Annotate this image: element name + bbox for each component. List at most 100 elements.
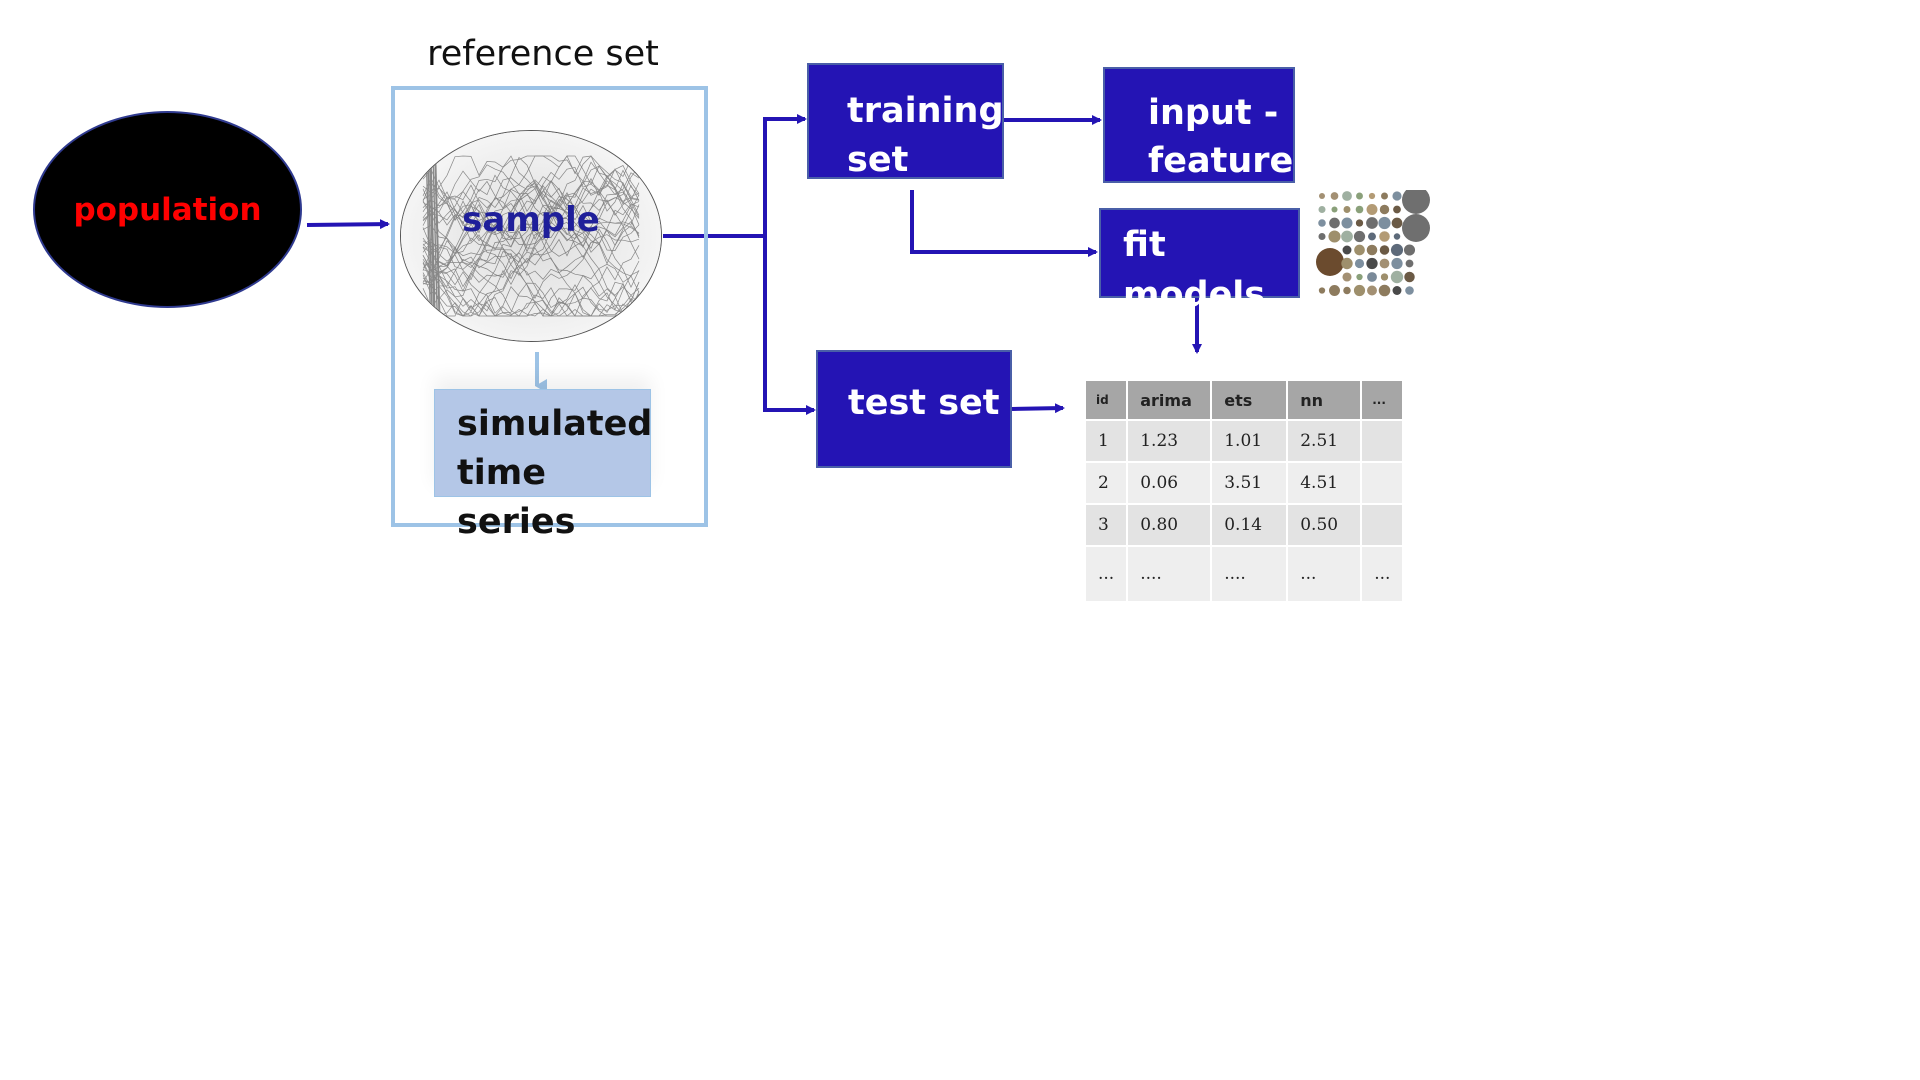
model-bubble xyxy=(1341,257,1353,270)
cell-ets: 0.14 xyxy=(1211,504,1289,547)
model-bubble xyxy=(1343,286,1351,295)
model-bubble xyxy=(1378,284,1391,297)
model-bubble xyxy=(1390,270,1404,284)
header-arima: arima xyxy=(1127,381,1213,421)
cell-arima: 0.80 xyxy=(1127,504,1213,547)
cell-arima: 1.23 xyxy=(1127,420,1213,463)
series-line xyxy=(422,202,640,317)
model-bubble xyxy=(1368,192,1376,200)
series-line xyxy=(422,177,640,240)
header-ets: ets xyxy=(1211,381,1289,421)
model-bubble xyxy=(1402,190,1430,214)
model-bubble xyxy=(1402,214,1430,242)
series-line xyxy=(422,184,640,276)
series-line xyxy=(422,155,640,272)
results-header-row: id arima ets nn ... xyxy=(1086,381,1405,421)
series-line xyxy=(435,160,441,317)
model-bubble xyxy=(1391,257,1403,270)
header-nn: nn xyxy=(1287,381,1363,421)
series-line xyxy=(422,177,640,234)
series-line xyxy=(422,245,640,317)
series-line xyxy=(422,180,640,300)
series-line xyxy=(422,201,640,317)
reference-set-box xyxy=(391,86,708,527)
model-bubble xyxy=(1391,217,1403,229)
arrow-training-to-fit xyxy=(910,190,1098,257)
model-bubble xyxy=(1393,233,1401,240)
simulated-label-line1: simulated xyxy=(457,404,653,444)
reference-set-title: reference set xyxy=(427,34,659,74)
header-more: ... xyxy=(1361,381,1405,421)
cell-id: ... xyxy=(1086,546,1129,603)
series-line xyxy=(422,156,640,279)
simulated-time-series-node: simulated time series xyxy=(434,389,653,542)
model-bubble xyxy=(1379,245,1390,255)
cell-more xyxy=(1361,420,1405,463)
model-bubble xyxy=(1378,216,1391,230)
cell-nn: 0.50 xyxy=(1287,504,1363,547)
cell-nn: 2.51 xyxy=(1287,420,1363,463)
cell-more xyxy=(1361,504,1405,547)
model-bubble xyxy=(1405,259,1414,268)
training-set-node: training set xyxy=(807,63,1004,180)
cell-ets: 3.51 xyxy=(1211,462,1289,505)
model-bubble xyxy=(1318,205,1326,214)
model-bubble xyxy=(1367,272,1377,282)
model-bubble xyxy=(1355,205,1364,214)
model-bubble xyxy=(1379,231,1390,242)
time-series-scribble-image xyxy=(401,131,661,341)
header-id: id xyxy=(1086,381,1129,421)
model-bubble xyxy=(1318,232,1326,241)
series-line xyxy=(425,160,432,317)
model-bubble xyxy=(1403,244,1416,256)
series-line xyxy=(422,204,640,255)
series-line xyxy=(422,155,640,218)
fit-models-label: fit models xyxy=(1123,225,1266,315)
model-bubble xyxy=(1329,285,1340,296)
series-line xyxy=(422,170,640,296)
model-bubble xyxy=(1404,271,1415,283)
model-bubble xyxy=(1393,205,1401,214)
series-line xyxy=(429,160,435,317)
cell-id: 2 xyxy=(1086,462,1129,505)
series-line xyxy=(422,168,640,288)
model-bubble xyxy=(1405,286,1414,295)
model-bubble xyxy=(1390,243,1404,257)
model-bubble xyxy=(1392,286,1402,295)
cell-more xyxy=(1361,462,1405,505)
fit-models-node: fit models xyxy=(1099,208,1300,315)
model-bubble xyxy=(1318,219,1326,227)
model-bubble xyxy=(1366,217,1378,229)
cell-nn: ... xyxy=(1287,546,1363,603)
model-bubble xyxy=(1342,191,1352,201)
model-bubble xyxy=(1380,273,1389,281)
table-row: 2 0.06 3.51 4.51 xyxy=(1086,462,1405,505)
cell-ets: .... xyxy=(1211,546,1289,603)
cell-nn: 4.51 xyxy=(1287,462,1363,505)
sample-node xyxy=(400,130,662,342)
model-bubble xyxy=(1318,287,1326,294)
model-bubble xyxy=(1331,206,1338,213)
simulated-label-line2: time series xyxy=(457,453,576,542)
model-bubble xyxy=(1328,230,1341,243)
model-bubble xyxy=(1354,258,1365,269)
series-line xyxy=(422,246,640,317)
series-line xyxy=(422,274,640,317)
model-bubble xyxy=(1355,219,1364,227)
arrow-test-to-table xyxy=(1011,403,1065,414)
series-line xyxy=(422,164,640,265)
population-node: population xyxy=(33,111,302,308)
model-bubble xyxy=(1342,245,1352,255)
series-line xyxy=(427,160,433,317)
model-bubble xyxy=(1341,217,1353,229)
model-bubble xyxy=(1356,273,1363,281)
training-label-line1: training xyxy=(847,91,1004,131)
cell-ets: 1.01 xyxy=(1211,420,1289,463)
model-bubble xyxy=(1354,244,1365,256)
training-label-line2: set xyxy=(847,140,909,180)
model-bubble xyxy=(1379,204,1390,215)
input-feature-line2: feature xyxy=(1148,141,1294,181)
cell-id: 1 xyxy=(1086,420,1129,463)
results-table: id arima ets nn ... 1 1.23 1.01 2.51 2 0… xyxy=(1086,381,1405,603)
